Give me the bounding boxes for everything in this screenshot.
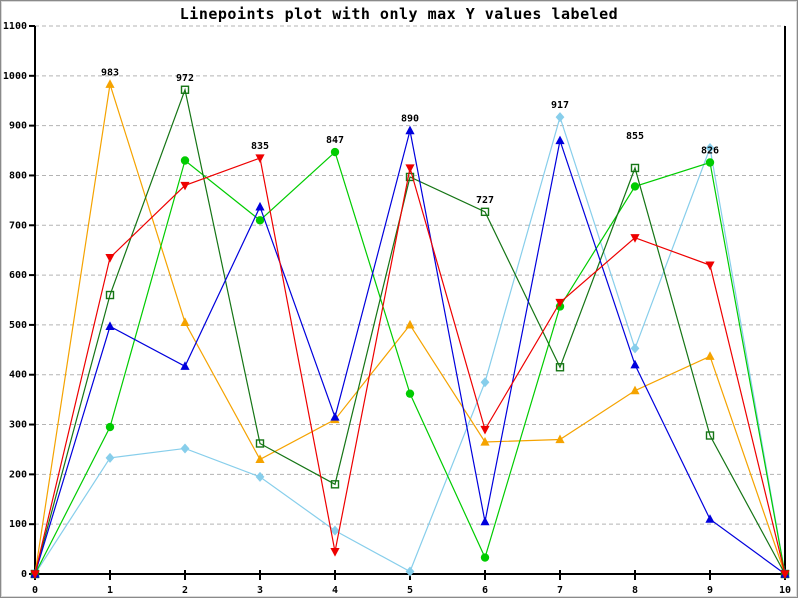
marker-dark-green-square bbox=[705, 431, 715, 440]
marker-green-circle bbox=[630, 182, 640, 191]
x-tick-label: 7 bbox=[557, 585, 563, 596]
max-value-label: 727 bbox=[476, 195, 494, 206]
marker-blue-triangle bbox=[705, 514, 715, 523]
y-tick-label: 300 bbox=[9, 420, 27, 431]
marker-dark-green-square bbox=[405, 172, 415, 182]
marker-green-circle bbox=[480, 553, 490, 562]
marker-red-triangle-down bbox=[480, 425, 490, 435]
y-tick-label: 700 bbox=[9, 220, 27, 231]
marker-red-triangle-down bbox=[555, 298, 565, 308]
marker-orange-triangle bbox=[705, 351, 715, 360]
marker-sky-blue-diamond bbox=[480, 377, 490, 388]
y-tick-label: 1100 bbox=[3, 21, 27, 32]
x-tick-label: 5 bbox=[407, 585, 413, 596]
marker-green-circle bbox=[330, 147, 340, 157]
marker-red-triangle-down bbox=[255, 154, 265, 164]
max-value-label: 917 bbox=[551, 100, 569, 111]
y-tick-label: 400 bbox=[9, 370, 27, 381]
marker-red-triangle-down bbox=[180, 181, 190, 191]
marker-dark-green-square bbox=[630, 163, 640, 173]
marker-sky-blue-diamond bbox=[405, 566, 415, 577]
marker-orange-triangle bbox=[480, 436, 490, 446]
x-tick-label: 6 bbox=[482, 585, 488, 596]
marker-blue-triangle bbox=[405, 125, 415, 135]
marker-red-triangle-down bbox=[630, 234, 640, 243]
y-tick-label: 200 bbox=[9, 469, 27, 480]
max-value-label: 890 bbox=[401, 114, 419, 125]
series-line-sky-blue-diamond bbox=[34, 115, 786, 575]
marker-green-circle bbox=[105, 422, 115, 432]
marker-sky-blue-diamond bbox=[255, 471, 265, 482]
marker-dark-green-square bbox=[330, 480, 340, 489]
marker-sky-blue-diamond bbox=[630, 343, 640, 354]
y-tick-label: 1000 bbox=[3, 71, 27, 82]
marker-red-triangle-down bbox=[705, 261, 715, 271]
marker-dark-green-square bbox=[480, 207, 490, 217]
x-tick-label: 8 bbox=[632, 585, 638, 596]
marker-blue-triangle bbox=[330, 412, 340, 421]
x-tick-label: 1 bbox=[107, 585, 113, 596]
max-value-label: 847 bbox=[326, 135, 344, 146]
marker-red-triangle-down bbox=[330, 547, 340, 557]
x-tick-label: 10 bbox=[779, 585, 791, 596]
max-value-label: 983 bbox=[101, 67, 119, 78]
marker-dark-green-square bbox=[255, 439, 265, 448]
y-tick-label: 100 bbox=[9, 519, 27, 530]
marker-orange-triangle bbox=[255, 454, 265, 464]
series-line-blue-triangle bbox=[34, 130, 786, 575]
series-line-dark-green-square bbox=[34, 87, 786, 575]
marker-blue-triangle bbox=[555, 135, 565, 145]
marker-green-circle bbox=[180, 156, 190, 165]
marker-orange-triangle bbox=[180, 317, 190, 327]
y-tick-label: 900 bbox=[9, 121, 27, 132]
marker-blue-triangle bbox=[480, 516, 490, 526]
series-line-orange-triangle bbox=[34, 84, 786, 575]
marker-orange-triangle bbox=[105, 79, 115, 88]
chart-title: Linepoints plot with only max Y values l… bbox=[179, 5, 619, 23]
max-value-label: 855 bbox=[626, 131, 644, 142]
x-tick-label: 3 bbox=[257, 585, 263, 596]
x-tick-label: 9 bbox=[707, 585, 713, 596]
marker-sky-blue-diamond bbox=[330, 525, 340, 536]
marker-red-triangle-down bbox=[405, 164, 415, 173]
max-value-label: 826 bbox=[701, 146, 719, 157]
y-tick-label: 0 bbox=[21, 569, 27, 580]
marker-dark-green-square bbox=[180, 85, 190, 94]
marker-blue-triangle bbox=[105, 321, 115, 331]
marker-green-circle bbox=[405, 389, 415, 398]
x-tick-label: 0 bbox=[32, 585, 38, 596]
marker-sky-blue-diamond bbox=[555, 112, 565, 123]
marker-blue-triangle bbox=[630, 359, 640, 369]
marker-blue-triangle bbox=[255, 201, 265, 211]
marker-sky-blue-diamond bbox=[180, 443, 190, 454]
y-tick-label: 600 bbox=[9, 270, 27, 281]
marker-orange-triangle bbox=[630, 385, 640, 395]
marker-sky-blue-diamond bbox=[105, 452, 115, 463]
marker-green-circle bbox=[255, 216, 265, 225]
marker-green-circle bbox=[705, 158, 715, 167]
y-tick-label: 800 bbox=[9, 170, 27, 181]
marker-dark-green-square bbox=[105, 290, 115, 300]
marker-dark-green-square bbox=[555, 363, 565, 372]
x-tick-label: 4 bbox=[332, 585, 338, 596]
marker-red-triangle-down bbox=[30, 570, 40, 579]
x-tick-label: 2 bbox=[182, 585, 188, 596]
y-tick-label: 500 bbox=[9, 320, 27, 331]
max-value-label: 835 bbox=[251, 141, 269, 152]
series-line-green-circle bbox=[34, 150, 786, 575]
max-value-label: 972 bbox=[176, 73, 194, 84]
marker-red-triangle-down bbox=[780, 570, 790, 579]
marker-blue-triangle bbox=[180, 361, 190, 370]
marker-sky-blue-diamond bbox=[705, 143, 715, 154]
marker-orange-triangle bbox=[405, 319, 415, 329]
marker-red-triangle-down bbox=[105, 254, 115, 263]
series-line-red-triangle-down bbox=[34, 157, 786, 575]
marker-orange-triangle bbox=[555, 434, 565, 444]
